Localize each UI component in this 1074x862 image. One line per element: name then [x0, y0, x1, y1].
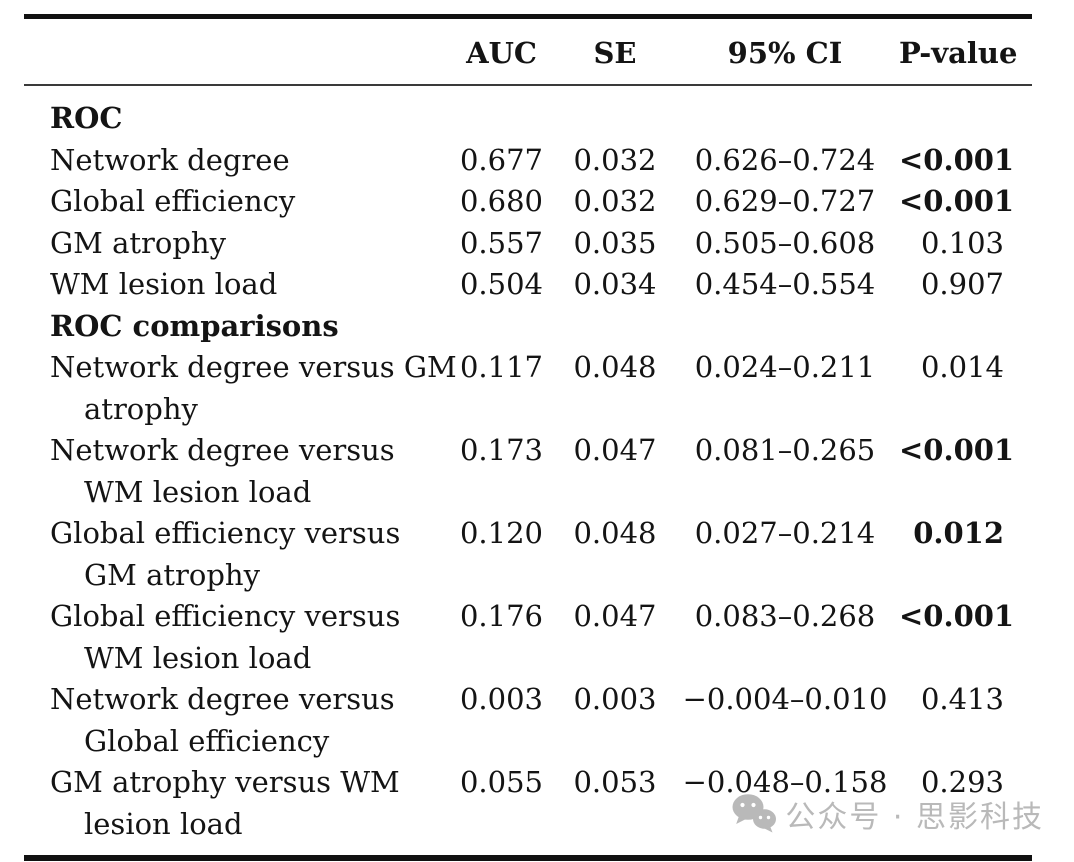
auc-value: 0.504: [459, 267, 544, 301]
table-row: Network degree versus Global efficiency …: [24, 679, 1032, 762]
table-body: ROC Network degree 0.677 0.032 0.626–0.7…: [24, 85, 1032, 855]
row-label-line2: lesion load: [84, 806, 243, 841]
section-row-roc-comparisons: ROC comparisons: [24, 306, 1032, 348]
row-label-line1: Global efficiency: [50, 184, 296, 218]
ci-value: 0.083–0.268: [694, 599, 876, 633]
row-label: WM lesion load: [24, 264, 444, 306]
header-empty: [24, 19, 444, 86]
row-label-line2: WM lesion load: [84, 640, 312, 675]
row-label-line1: GM atrophy: [50, 225, 226, 260]
se-value: 0.003: [573, 682, 657, 716]
row-label: Network degree: [24, 140, 444, 182]
row-label: Global efficiency: [24, 181, 444, 223]
se-value: 0.032: [573, 142, 657, 177]
row-label: GM atrophy versus WM lesion load: [24, 762, 444, 855]
table-row: Network degree versus GM atrophy 0.117 0…: [24, 347, 1032, 430]
se-value: 0.047: [573, 433, 657, 467]
row-label: Network degree versus GM atrophy: [24, 347, 457, 430]
row-label-line1: Global efficiency versus: [50, 599, 401, 633]
se-value: 0.035: [573, 225, 657, 260]
row-label: Global efficiency versus GM atrophy: [24, 513, 444, 596]
section-label: ROC comparisons: [50, 308, 339, 343]
pvalue: 0.907: [920, 267, 1004, 301]
pvalue: 0.103: [920, 225, 1004, 260]
ci-value: 0.027–0.214: [694, 516, 876, 550]
watermark-text: 公众号 · 思影科技: [785, 800, 1044, 835]
auc-value: 0.680: [459, 184, 544, 218]
pvalue: 0.293: [920, 765, 1004, 799]
row-label-line1: Global efficiency versus: [50, 516, 401, 550]
pvalue: <0.001: [899, 433, 1015, 467]
section-label: ROC: [50, 101, 123, 135]
row-label-line1: Network degree versus: [50, 682, 395, 716]
header-row: AUC SE 95% CI P-value: [24, 19, 1032, 86]
header-pvalue: P-value: [899, 19, 1032, 86]
row-label: Global efficiency versus WM lesion load: [24, 596, 444, 679]
ci-value: −0.048–0.158: [682, 765, 888, 799]
table-row: Global efficiency versus GM atrophy 0.12…: [24, 513, 1032, 596]
se-value: 0.047: [573, 599, 657, 633]
wechat-icon: [731, 793, 777, 835]
table-row: Global efficiency 0.680 0.032 0.629–0.72…: [24, 181, 1032, 223]
ci-value: 0.629–0.727: [694, 184, 876, 218]
table-row: GM atrophy 0.557 0.035 0.505–0.608 0.103: [24, 223, 1032, 265]
ci-value: 0.454–0.554: [694, 267, 876, 301]
header-ci: 95% CI: [671, 19, 899, 86]
pvalue: <0.001: [899, 142, 1015, 177]
se-value: 0.034: [573, 267, 657, 301]
se-value: 0.032: [573, 184, 657, 218]
row-label-line1: WM lesion load: [50, 267, 278, 301]
ci-value: 0.081–0.265: [694, 433, 876, 467]
row-label: Network degree versus WM lesion load: [24, 430, 444, 513]
auc-value: 0.120: [459, 516, 544, 550]
table-row: Network degree versus WM lesion load 0.1…: [24, 430, 1032, 513]
row-label-line2: Global efficiency: [84, 723, 330, 758]
auc-value: 0.173: [459, 433, 544, 467]
row-label: Network degree versus Global efficiency: [24, 679, 444, 762]
auc-value: 0.677: [459, 142, 544, 177]
row-label-line1: Network degree versus GM: [50, 350, 457, 384]
roc-statistics-table-wrap: AUC SE 95% CI P-value ROC Network degree…: [24, 14, 1032, 861]
ci-value: −0.004–0.010: [682, 682, 888, 716]
auc-value: 0.176: [459, 599, 544, 633]
table-row: Global efficiency versus WM lesion load …: [24, 596, 1032, 679]
pvalue: 0.413: [920, 682, 1004, 716]
table-row: GM atrophy versus WM lesion load 0.055 0…: [24, 762, 1032, 855]
se-value: 0.048: [573, 350, 657, 384]
pvalue: <0.001: [899, 184, 1015, 218]
watermark: 公众号 · 思影科技: [731, 792, 1044, 836]
header-se: SE: [559, 19, 671, 86]
row-label-line1: GM atrophy versus WM: [50, 765, 400, 799]
row-label-line2: GM atrophy: [84, 557, 260, 592]
se-value: 0.048: [573, 516, 657, 550]
row-label-line2: atrophy: [84, 391, 198, 426]
table-row: Network degree 0.677 0.032 0.626–0.724 <…: [24, 140, 1032, 182]
ci-value: 0.626–0.724: [694, 142, 876, 177]
row-label-line1: Network degree versus: [50, 433, 395, 467]
row-label-line2: WM lesion load: [84, 474, 312, 509]
auc-value: 0.055: [459, 765, 544, 799]
auc-value: 0.003: [459, 682, 544, 716]
pvalue: 0.014: [920, 350, 1004, 384]
row-label-line1: Network degree: [50, 142, 290, 177]
pvalue: <0.001: [899, 599, 1015, 633]
pvalue: 0.012: [913, 516, 1004, 550]
ci-value: 0.505–0.608: [694, 225, 876, 260]
row-label: GM atrophy: [24, 223, 444, 265]
se-value: 0.053: [573, 765, 657, 799]
roc-statistics-table: AUC SE 95% CI P-value ROC Network degree…: [24, 19, 1032, 855]
header-auc: AUC: [444, 19, 559, 86]
table-header: AUC SE 95% CI P-value: [24, 19, 1032, 86]
auc-value: 0.557: [459, 225, 544, 260]
ci-value: 0.024–0.211: [694, 350, 876, 384]
section-row-roc: ROC: [24, 85, 1032, 140]
auc-value: 0.117: [459, 350, 544, 384]
table-row: WM lesion load 0.504 0.034 0.454–0.554 0…: [24, 264, 1032, 306]
